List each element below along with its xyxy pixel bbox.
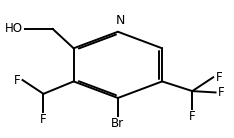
Text: HO: HO: [4, 22, 22, 35]
Text: F: F: [189, 110, 196, 123]
Text: N: N: [116, 14, 125, 27]
Text: Br: Br: [111, 117, 124, 130]
Text: F: F: [216, 71, 222, 84]
Text: F: F: [14, 74, 20, 87]
Text: F: F: [218, 86, 224, 99]
Text: F: F: [40, 113, 47, 126]
